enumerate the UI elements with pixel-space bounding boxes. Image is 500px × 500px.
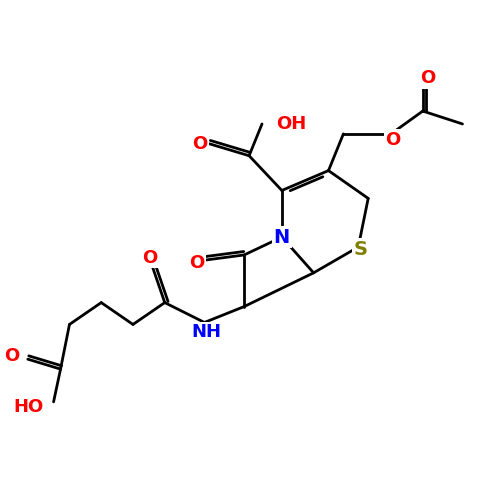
Text: HO: HO (14, 398, 44, 416)
Text: O: O (4, 347, 20, 365)
Text: NH: NH (192, 324, 222, 342)
Text: S: S (354, 240, 368, 258)
Text: O: O (142, 249, 158, 267)
Text: O: O (420, 70, 436, 87)
Text: OH: OH (276, 115, 306, 133)
Text: O: O (189, 254, 204, 272)
Text: O: O (192, 135, 207, 153)
Text: N: N (274, 228, 290, 246)
Text: O: O (386, 131, 400, 149)
